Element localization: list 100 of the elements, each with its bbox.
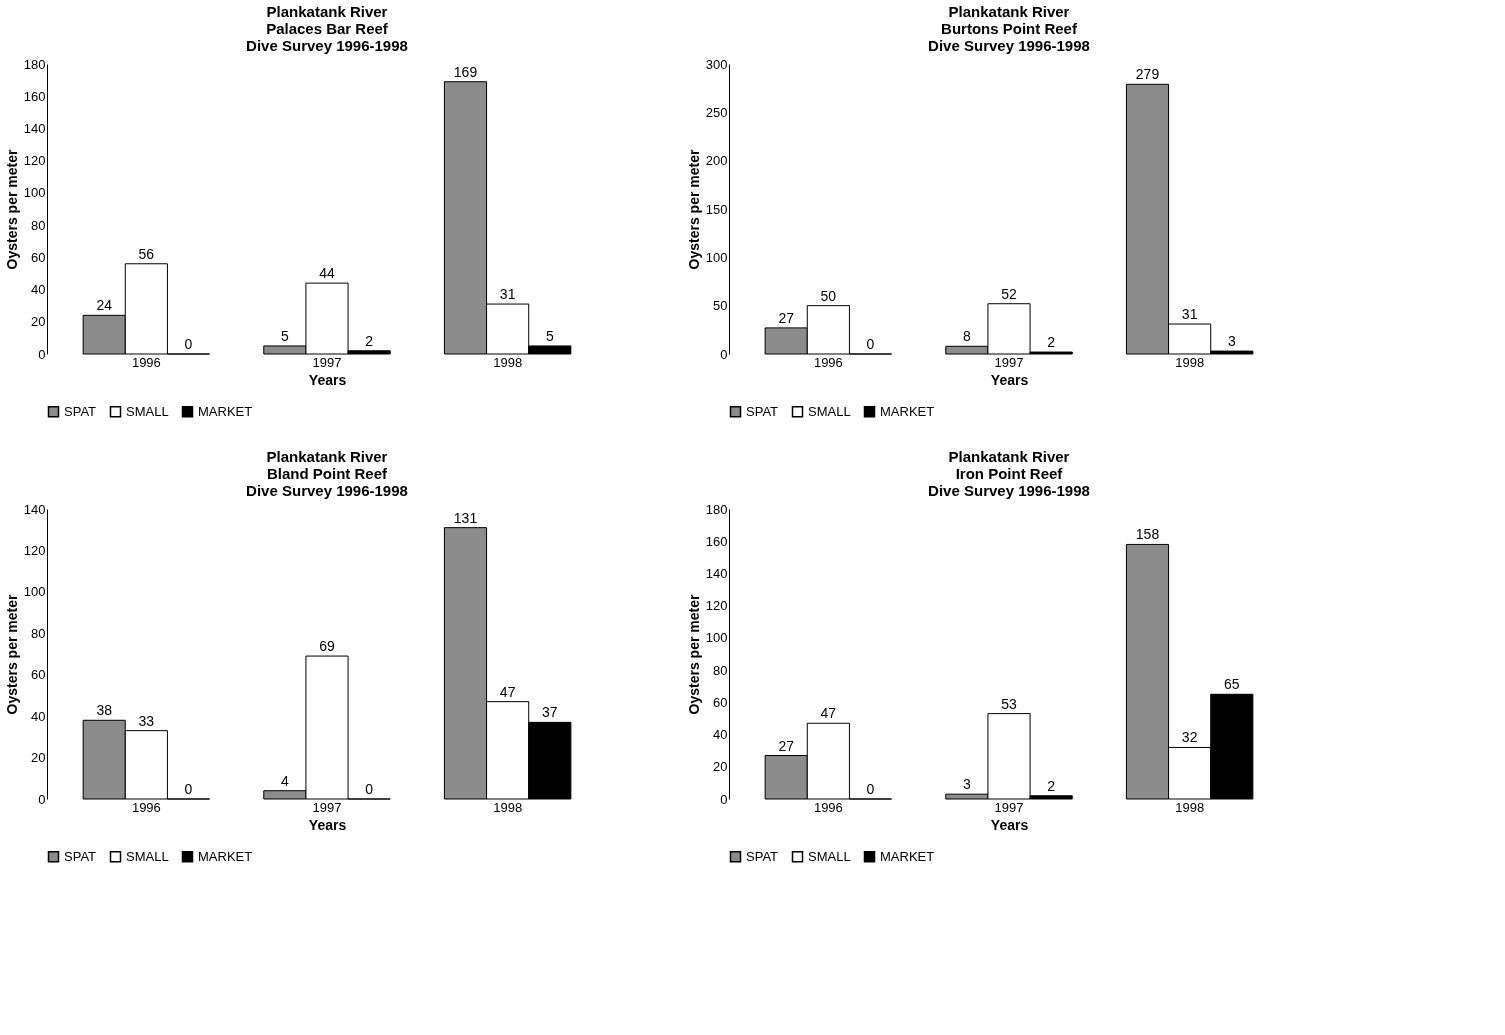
data-label: 56 <box>138 245 155 262</box>
y-tick-label: 0 <box>720 791 728 807</box>
y-tick-label: 150 <box>705 201 728 217</box>
data-label: 279 <box>1135 66 1160 83</box>
y-tick-label: 140 <box>23 120 46 136</box>
x-tick-label: 1998 <box>1175 354 1205 370</box>
y-tick-label: 80 <box>713 662 728 678</box>
y-tick-label: 40 <box>713 727 728 743</box>
data-label: 4 <box>280 772 289 789</box>
y-axis-title: Oysters per meter <box>3 149 20 270</box>
data-label: 37 <box>542 704 558 721</box>
data-label: 27 <box>778 309 795 326</box>
y-tick-label: 180 <box>705 501 728 517</box>
data-label: 0 <box>184 781 193 797</box>
legend-label: MARKET <box>880 403 935 419</box>
y-tick-label: 60 <box>31 249 46 265</box>
data-label: 53 <box>1001 695 1017 712</box>
x-tick-label: 1996 <box>131 354 161 370</box>
legend-label: MARKET <box>880 848 935 864</box>
y-tick-label: 160 <box>705 533 728 549</box>
legend-label: SPAT <box>64 848 97 864</box>
y-tick-label: 200 <box>705 153 728 169</box>
data-label: 3 <box>1227 333 1236 350</box>
data-label: 31 <box>1181 306 1198 323</box>
data-label: 169 <box>453 63 478 80</box>
y-tick-label: 120 <box>705 598 728 614</box>
y-tick-label: 60 <box>31 667 46 683</box>
x-axis-title: Years <box>990 371 1029 388</box>
data-label: 38 <box>96 702 113 719</box>
data-label: 3 <box>962 776 971 793</box>
y-tick-label: 180 <box>23 56 46 72</box>
data-label: 158 <box>1135 526 1160 543</box>
y-tick-label: 250 <box>705 104 728 120</box>
data-label: 65 <box>1224 676 1240 693</box>
data-label: 44 <box>319 265 335 282</box>
y-tick-label: 120 <box>23 542 46 558</box>
y-tick-label: 60 <box>713 694 728 710</box>
data-label: 47 <box>820 705 837 722</box>
y-tick-label: 40 <box>31 708 46 724</box>
data-label: 0 <box>866 781 875 797</box>
data-label: 0 <box>184 336 193 352</box>
y-tick-label: 50 <box>713 298 728 314</box>
x-axis-title: Years <box>308 816 347 833</box>
y-tick-label: 80 <box>31 217 46 233</box>
y-axis-title: Oysters per meter <box>685 149 702 270</box>
legend-label: SMALL <box>808 403 851 419</box>
data-label: 0 <box>365 781 374 797</box>
x-tick-label: 1998 <box>493 799 523 815</box>
legend-label: SPAT <box>64 403 97 419</box>
data-label: 2 <box>1047 334 1056 351</box>
chart-title: Plankatank River Iron Point Reef Dive Survey 1996-1998 <box>928 448 1090 499</box>
y-axis-title: Oysters per meter <box>685 594 702 715</box>
x-tick-label: 1996 <box>813 354 843 370</box>
x-axis-title: Years <box>990 816 1029 833</box>
y-tick-label: 100 <box>705 630 728 646</box>
legend-label: MARKET <box>198 848 253 864</box>
x-tick-label: 1996 <box>813 799 843 815</box>
legend-label: SMALL <box>126 403 169 419</box>
data-label: 2 <box>365 332 374 349</box>
data-label: 8 <box>962 328 971 345</box>
data-label: 27 <box>778 737 795 754</box>
y-tick-label: 0 <box>38 346 46 362</box>
data-label: 5 <box>280 327 289 344</box>
x-tick-label: 1998 <box>493 354 523 370</box>
y-tick-label: 160 <box>23 88 46 104</box>
chart-title: Plankatank River Bland Point Reef Dive Survey 1996-1998 <box>246 448 408 499</box>
legend-label: SPAT <box>746 403 779 419</box>
y-tick-label: 140 <box>23 501 46 517</box>
legend-label: SPAT <box>746 848 779 864</box>
y-tick-label: 100 <box>23 584 46 600</box>
data-label: 24 <box>96 297 113 314</box>
y-tick-label: 20 <box>31 314 46 330</box>
y-tick-label: 100 <box>705 249 728 265</box>
data-label: 69 <box>319 638 335 655</box>
data-label: 32 <box>1181 729 1198 746</box>
y-tick-label: 100 <box>23 185 46 201</box>
y-tick-label: 140 <box>705 565 728 581</box>
y-tick-label: 120 <box>23 153 46 169</box>
y-tick-label: 300 <box>705 56 728 72</box>
data-label: 33 <box>138 712 155 729</box>
y-tick-label: 0 <box>720 346 728 362</box>
y-tick-label: 20 <box>713 759 728 775</box>
x-tick-label: 1998 <box>1175 799 1205 815</box>
x-axis-title: Years <box>308 371 347 388</box>
data-label: 50 <box>820 287 837 304</box>
data-label: 5 <box>545 327 554 344</box>
legend-label: SMALL <box>126 848 169 864</box>
data-label: 47 <box>499 683 516 700</box>
x-tick-label: 1997 <box>994 354 1024 370</box>
x-tick-label: 1997 <box>994 799 1024 815</box>
x-tick-label: 1996 <box>131 799 161 815</box>
y-tick-label: 80 <box>31 625 46 641</box>
y-axis-title: Oysters per meter <box>3 594 20 715</box>
x-tick-label: 1997 <box>312 799 342 815</box>
data-label: 0 <box>866 336 875 352</box>
data-label: 2 <box>1047 777 1056 794</box>
data-label: 31 <box>499 286 516 303</box>
y-tick-label: 40 <box>31 282 46 298</box>
data-label: 52 <box>1001 285 1017 302</box>
x-tick-label: 1997 <box>312 354 342 370</box>
